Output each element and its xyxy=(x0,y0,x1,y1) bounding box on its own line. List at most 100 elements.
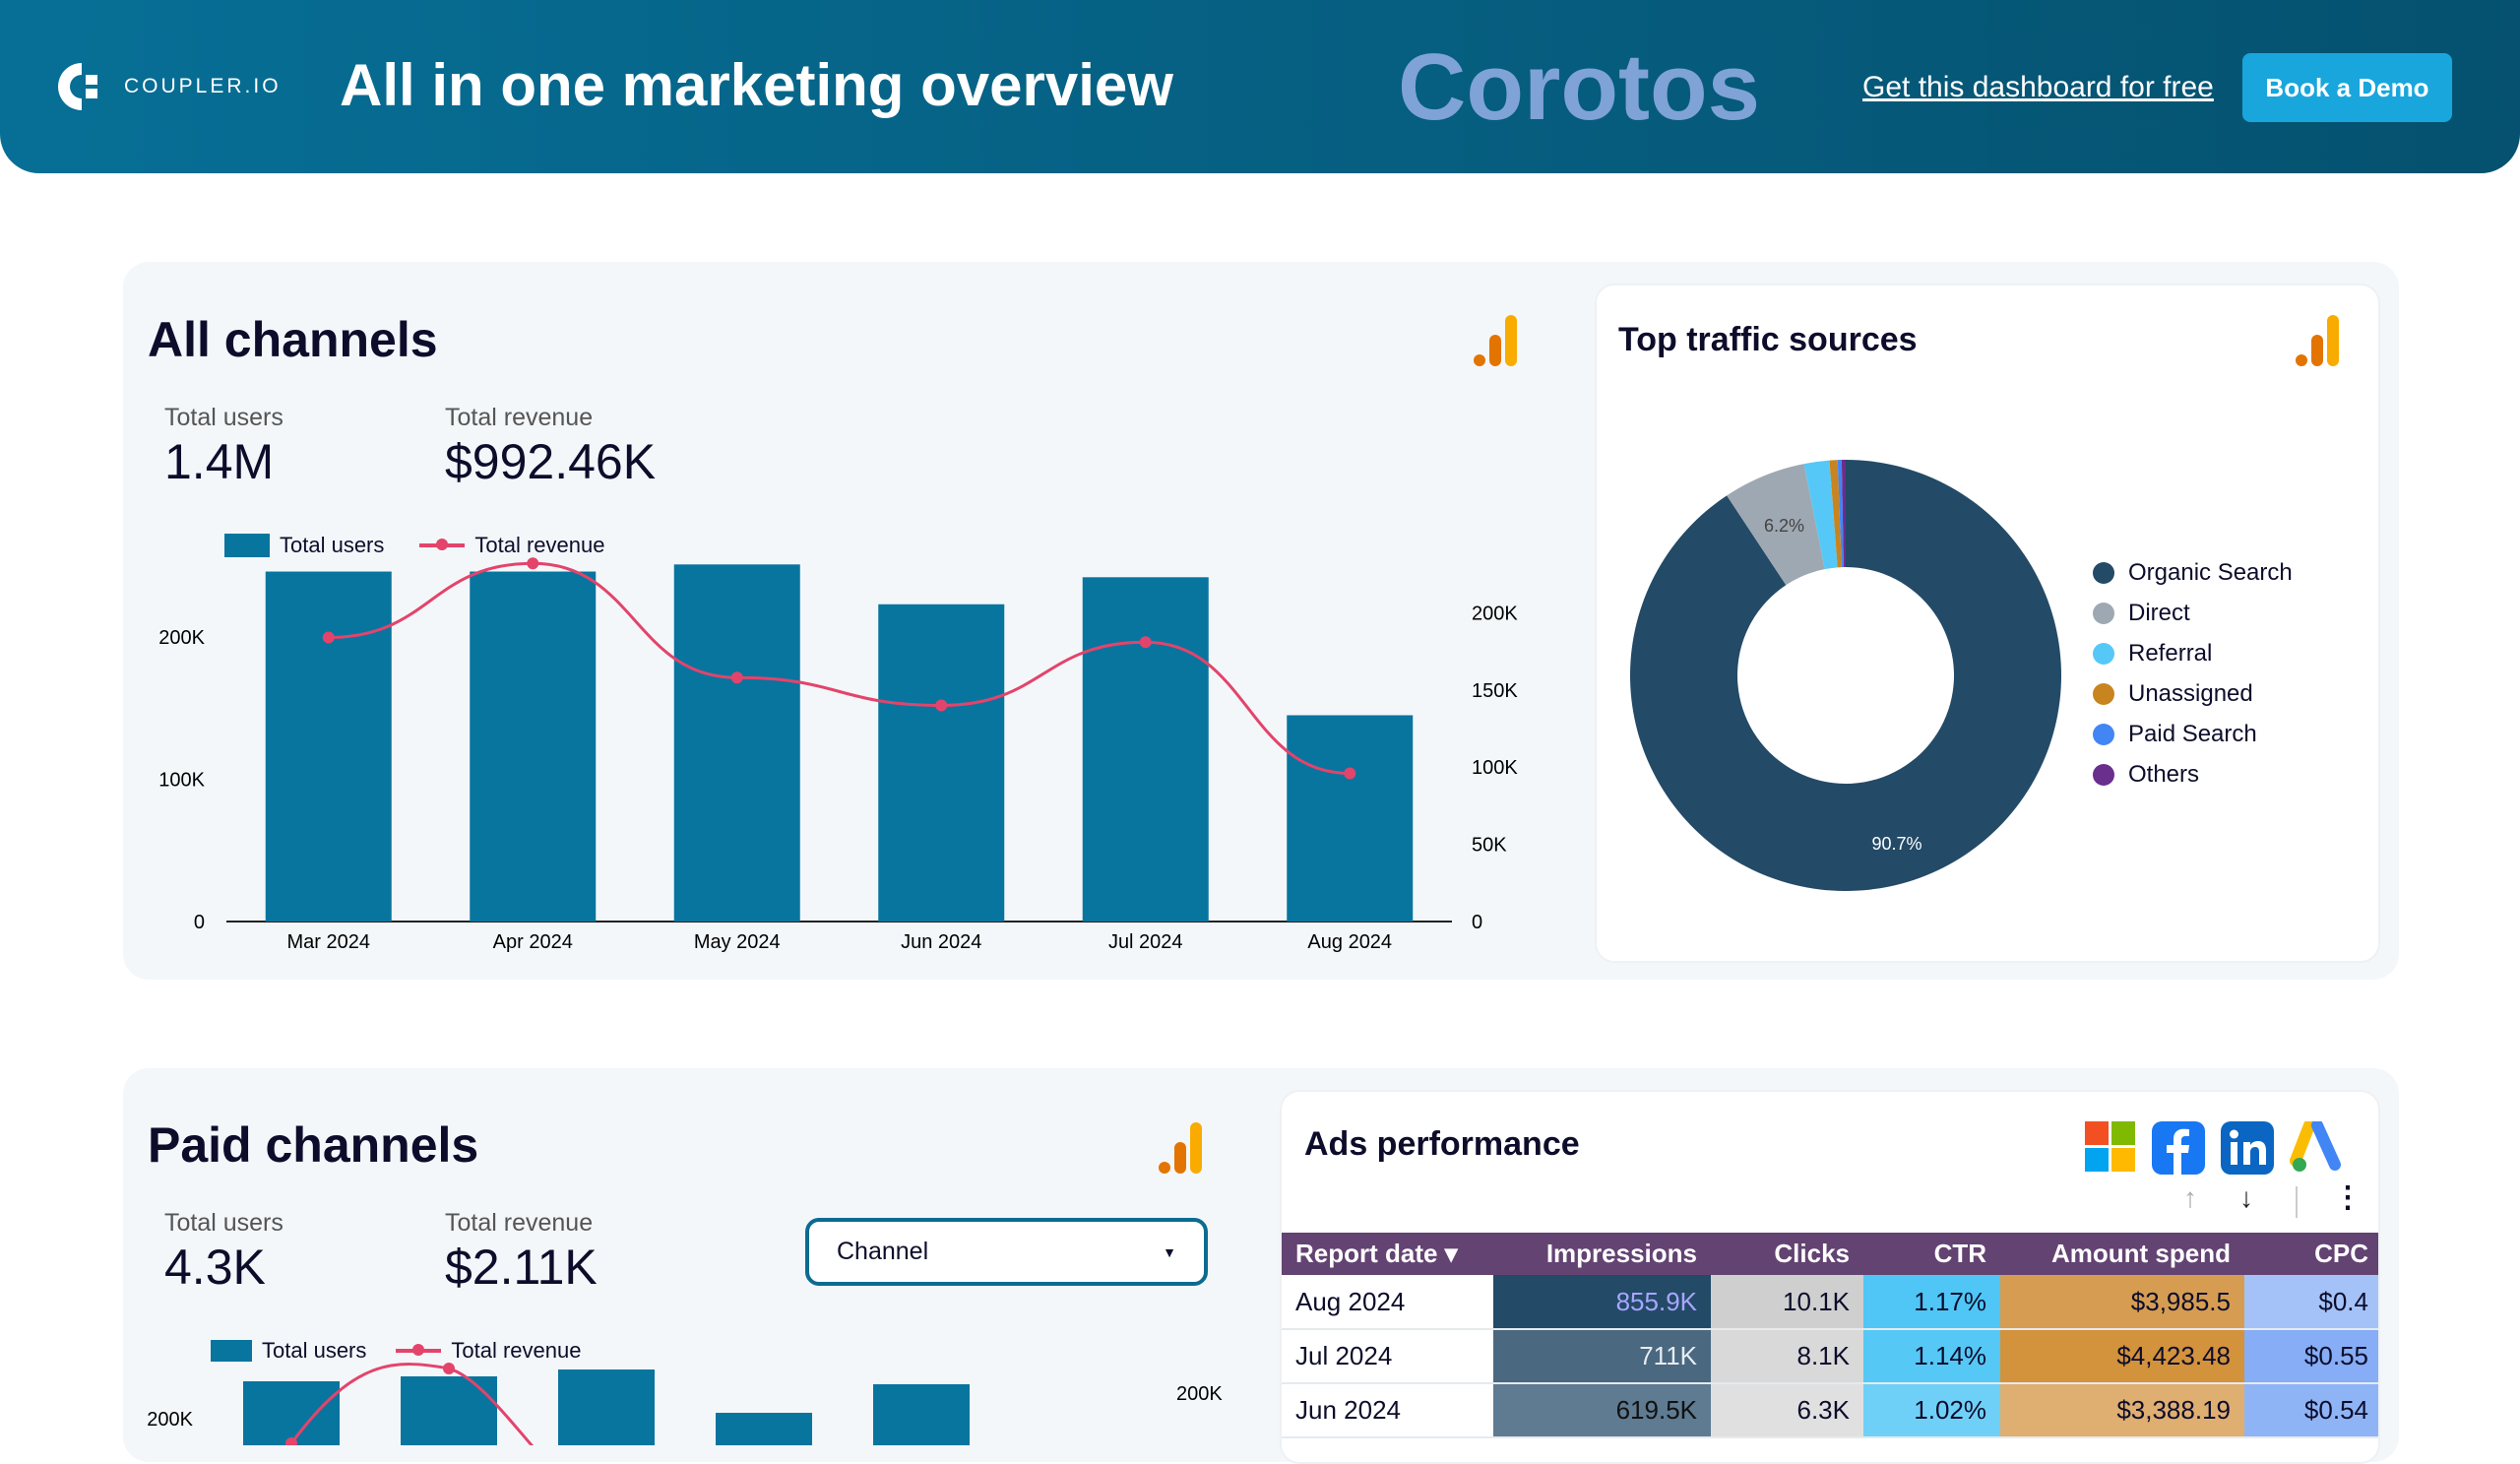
bar-total-users xyxy=(1082,577,1209,922)
table-cell: 619.5K xyxy=(1493,1383,1711,1438)
legend-total-revenue: Total revenue xyxy=(396,1338,581,1364)
table-cell: Jun 2024 xyxy=(1282,1383,1493,1438)
slice-direct xyxy=(1727,464,1825,586)
sort-ascending-icon[interactable]: ↑ xyxy=(2183,1182,2197,1213)
ads-title: Ads performance xyxy=(1304,1125,1580,1163)
x-tick: Jun 2024 xyxy=(901,931,981,953)
revenue-point xyxy=(285,1437,297,1445)
table-cell: Jul 2024 xyxy=(1282,1329,1493,1384)
legend-item: Others xyxy=(2093,754,2293,795)
legend-dot xyxy=(2093,763,2114,786)
revenue-point xyxy=(730,671,743,684)
table-cell: 10.1K xyxy=(1711,1275,1863,1330)
watermark-logo: Corotos xyxy=(1398,34,1760,140)
legend-label: Total users xyxy=(280,533,385,557)
table-cell: 1.17% xyxy=(1863,1275,2000,1330)
bar-total-users xyxy=(878,604,1005,922)
legend-item: Unassigned xyxy=(2093,673,2293,714)
google-analytics-icon xyxy=(1474,315,1517,366)
more-options-icon[interactable]: ⋮ xyxy=(2333,1181,2362,1214)
table-cell: $0.55 xyxy=(2244,1329,2378,1384)
legend-item: Direct xyxy=(2093,593,2293,633)
google-ads-icon[interactable] xyxy=(2290,1121,2345,1175)
table-cell: 711K xyxy=(1493,1329,1711,1384)
linkedin-icon[interactable] xyxy=(2221,1121,2274,1175)
sort-descending-icon[interactable]: ↓ xyxy=(2239,1182,2253,1213)
table-cell: 8.1K xyxy=(1711,1329,1863,1384)
legend-label: Paid Search xyxy=(2128,720,2257,747)
slice-others xyxy=(1841,460,1846,568)
microsoft-ads-icon[interactable] xyxy=(2085,1121,2136,1173)
left-tick: 0 xyxy=(194,912,205,933)
all-channels-chart: 0 100K 200K 0 50K 100K 150K 200K Mar 2024 Apr 202… xyxy=(158,557,1518,953)
table-cell: $3,388.19 xyxy=(2000,1383,2244,1438)
bar-swatch xyxy=(211,1340,252,1362)
legend-label: Total revenue xyxy=(474,533,605,557)
slice-label: 90.7% xyxy=(1871,834,1922,854)
left-tick: 200K xyxy=(158,627,205,649)
coupler-logo-icon xyxy=(58,63,97,110)
right-tick: 150K xyxy=(1472,680,1518,702)
caret-down-icon: ▼ xyxy=(1163,1243,1176,1260)
bar-total-users xyxy=(673,564,800,922)
page-title: All in one marketing overview xyxy=(340,52,1173,118)
bar-total-users xyxy=(1287,715,1414,922)
channel-dropdown[interactable]: Channel ▼ xyxy=(805,1218,1208,1286)
ads-performance-card: Ads performance ↑ ↓ ⋮ Report date ▾ Impre… xyxy=(1280,1090,2380,1464)
column-header[interactable]: Impressions xyxy=(1493,1233,1711,1275)
paid-revenue-value: $2.11K xyxy=(445,1240,598,1295)
ads-table: Report date ▾ Impressions Clicks CTR Amount … xyxy=(1282,1233,2378,1438)
bar-total-users xyxy=(265,571,392,922)
bar-swatch xyxy=(224,534,270,557)
table-cell: 1.02% xyxy=(1863,1383,2000,1438)
right-tick: 200K xyxy=(1472,603,1518,624)
total-revenue-value: $992.46K xyxy=(445,434,657,489)
facebook-icon[interactable] xyxy=(2152,1121,2205,1175)
table-cell: $3,985.5 xyxy=(2000,1275,2244,1330)
slice-organic-search xyxy=(1630,460,2061,891)
total-users-value: 1.4M xyxy=(164,434,275,489)
traffic-donut-chart: 90.7% 6.2% xyxy=(1630,460,2061,891)
bar-total-users xyxy=(401,1376,497,1445)
donut-legend: Organic Search Direct Referral Unassigned Pa… xyxy=(2093,552,2293,795)
slice-unassigned xyxy=(1829,460,1842,568)
google-analytics-icon xyxy=(1159,1122,1202,1174)
right-tick: 0 xyxy=(1472,912,1482,933)
paid-channels-chart: 200K 200K xyxy=(147,1363,1223,1445)
legend-item: Paid Search xyxy=(2093,714,2293,754)
table-row: Aug 2024 855.9K 10.1K 1.17% $3,985.5 $0.4 xyxy=(1282,1275,2378,1330)
table-row: Jun 2024 619.5K 6.3K 1.02% $3,388.19 $0.54 xyxy=(1282,1383,2378,1438)
get-dashboard-link[interactable]: Get this dashboard for free xyxy=(1862,71,2214,103)
line-swatch xyxy=(419,539,466,550)
paid-channels-title: Paid channels xyxy=(148,1117,479,1173)
column-header[interactable]: CTR xyxy=(1863,1233,2000,1275)
slice-paid-search xyxy=(1837,460,1844,568)
legend-item: Referral xyxy=(2093,633,2293,673)
right-tick: 50K xyxy=(1472,835,1507,857)
legend-label: Others xyxy=(2128,760,2200,788)
table-cell: 1.14% xyxy=(1863,1329,2000,1384)
legend-total-users: Total users xyxy=(211,1338,366,1364)
x-tick: Mar 2024 xyxy=(287,931,371,953)
legend-label: Unassigned xyxy=(2128,679,2253,707)
legend-label: Direct xyxy=(2128,599,2190,626)
legend-label: Organic Search xyxy=(2128,558,2293,586)
paid-chart-legend: Total users Total revenue xyxy=(211,1338,581,1364)
column-header[interactable]: CPC xyxy=(2244,1233,2378,1275)
paid-users-value: 4.3K xyxy=(164,1240,266,1295)
revenue-point xyxy=(322,631,335,644)
logo-text: COUPLER.IO xyxy=(124,75,282,97)
table-cell: $4,423.48 xyxy=(2000,1329,2244,1384)
right-tick: 200K xyxy=(1176,1383,1223,1405)
column-header[interactable]: Clicks xyxy=(1711,1233,1863,1275)
all-channels-title: All channels xyxy=(148,312,438,367)
left-tick: 100K xyxy=(158,770,205,792)
bar-total-users xyxy=(470,571,597,922)
column-header[interactable]: Amount spend xyxy=(2000,1233,2244,1275)
legend-dot xyxy=(2093,602,2114,624)
revenue-point xyxy=(935,699,948,712)
book-demo-button[interactable]: Book a Demo xyxy=(2242,53,2452,122)
table-row: Jul 2024 711K 8.1K 1.14% $4,423.48 $0.55 xyxy=(1282,1329,2378,1384)
legend-dot xyxy=(2093,682,2114,705)
column-header[interactable]: Report date ▾ xyxy=(1282,1233,1493,1275)
